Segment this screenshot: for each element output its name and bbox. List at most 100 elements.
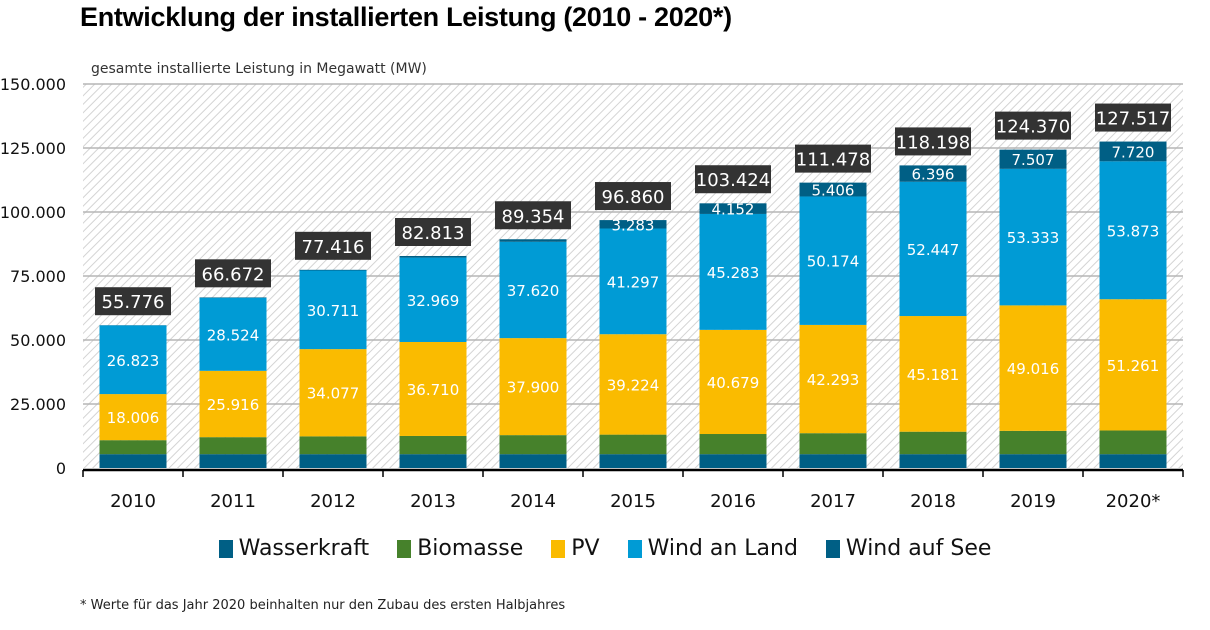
legend-swatch — [397, 539, 412, 558]
x-tick-label: 2010 — [110, 491, 156, 512]
x-tick-label: 2014 — [510, 491, 556, 512]
bar-segment-wind-auf-see — [299, 269, 367, 271]
legend-item-pv: PV — [551, 536, 600, 561]
legend-label: PV — [571, 536, 600, 561]
legend-label: Wind an Land — [647, 536, 798, 561]
bar-segment-pv — [799, 324, 867, 434]
total-label-box — [895, 127, 971, 156]
bar-segment-biomasse — [499, 435, 567, 455]
y-tick-label: 25.000 — [10, 395, 66, 414]
bar-segment-pv — [399, 341, 467, 436]
x-tick-label: 2019 — [1010, 491, 1056, 512]
bar-segment-wind-auf-see — [999, 149, 1067, 169]
total-label-box — [595, 182, 671, 211]
segment-value-label: 41.297 — [607, 273, 660, 291]
bar-segment-wind-an-land — [499, 241, 567, 339]
bar-segment-pv — [1099, 299, 1167, 431]
x-tick-label: 2016 — [710, 491, 756, 512]
segment-value-label: 3.283 — [612, 216, 655, 234]
bar-segment-wind-auf-see — [799, 182, 867, 197]
total-value-label: 77.416 — [302, 237, 365, 258]
segment-value-label: 37.900 — [507, 379, 560, 397]
bar-segment-wasserkraft — [599, 454, 667, 468]
bar-segment-wasserkraft — [799, 454, 867, 468]
segment-value-label: 7.507 — [1012, 151, 1055, 169]
segment-value-label: 49.016 — [1007, 360, 1060, 378]
segment-value-label: 50.174 — [807, 253, 860, 271]
segment-value-label: 18.006 — [107, 409, 160, 427]
y-axis-ticks: 0 25.000 50.000 75.000 100.000 125.000 150.000 — [0, 75, 66, 478]
segment-value-label: 45.181 — [907, 366, 960, 384]
total-label-box — [195, 259, 271, 288]
legend-item-wind-auf-see: Wind auf See — [825, 536, 991, 561]
segment-value-label: 37.620 — [507, 282, 560, 300]
bar-segment-wasserkraft — [199, 454, 267, 468]
bar-segment-biomasse — [799, 433, 867, 455]
total-value-label: 55.776 — [102, 292, 165, 313]
bar-segment-biomasse — [599, 434, 667, 455]
segment-value-label: 4.152 — [712, 201, 755, 219]
bar-segment-wind-an-land — [699, 213, 767, 330]
segment-value-label: 52.447 — [907, 241, 960, 259]
bar-segment-wasserkraft — [999, 454, 1067, 468]
x-tick-label: 2018 — [910, 491, 956, 512]
bar-segment-wind-an-land — [299, 270, 367, 350]
segment-value-label: 6.396 — [912, 166, 955, 184]
x-tick-label: 2013 — [410, 491, 456, 512]
total-value-label: 124.370 — [996, 117, 1070, 138]
segment-value-label: 40.679 — [707, 374, 760, 392]
bar-segment-biomasse — [199, 437, 267, 455]
legend-item-biomasse: Biomasse — [397, 536, 523, 561]
total-label-box — [995, 111, 1071, 140]
total-value-label: 66.672 — [202, 264, 265, 285]
y-axis-label: gesamte installierte Leistung in Megawat… — [91, 61, 427, 77]
x-tick-label: 2015 — [610, 491, 656, 512]
x-tick-label: 2020* — [1106, 491, 1161, 512]
total-value-label: 111.478 — [796, 150, 870, 171]
bar-segment-wind-an-land — [199, 297, 267, 371]
bar-segment-wasserkraft — [699, 454, 767, 468]
segment-value-label: 25.916 — [207, 396, 260, 414]
legend-swatch — [627, 539, 642, 558]
bar-segment-wasserkraft — [99, 454, 167, 468]
bar-segment-biomasse — [999, 430, 1067, 455]
total-value-label: 82.813 — [402, 223, 465, 244]
bar-segment-wasserkraft — [1099, 454, 1167, 468]
total-value-label: 118.198 — [896, 132, 970, 153]
bar-segment-biomasse — [99, 440, 167, 455]
bar-segment-wind-auf-see — [1099, 141, 1167, 162]
bar-segment-pv — [99, 394, 167, 441]
total-value-label: 103.424 — [696, 170, 770, 191]
bar-segment-biomasse — [399, 435, 467, 455]
bar-segment-pv — [499, 338, 567, 436]
total-value-label: 127.517 — [1096, 109, 1170, 130]
legend-label: Biomasse — [417, 536, 524, 561]
chart-title: Entwicklung der installierten Leistung (… — [80, 2, 732, 32]
segment-value-label: 42.293 — [807, 371, 860, 389]
segment-value-label: 32.969 — [407, 292, 460, 310]
bar-segment-pv — [199, 370, 267, 438]
legend-swatch — [218, 539, 233, 558]
segment-value-label: 51.261 — [1107, 357, 1160, 375]
bars: 18.006 26.823 55.776 25.916 28.524 66.672 34.0… — [95, 103, 1171, 468]
total-value-label: 89.354 — [502, 206, 565, 227]
bar-segment-wind-auf-see — [499, 239, 567, 242]
bar-segment-wind-an-land — [399, 257, 467, 342]
bar-segment-wasserkraft — [899, 454, 967, 468]
total-label-box — [95, 287, 171, 316]
segment-value-label: 53.333 — [1007, 229, 1060, 247]
segment-value-label: 53.873 — [1107, 222, 1160, 240]
legend-swatch — [551, 539, 566, 558]
legend: Wasserkraft Biomasse PV Wind an Land Wind au… — [0, 536, 1210, 561]
segment-value-label: 36.710 — [407, 381, 460, 399]
y-tick-label: 50.000 — [10, 331, 66, 350]
segment-value-label: 45.283 — [707, 264, 760, 282]
bar-segment-wind-auf-see — [699, 203, 767, 214]
legend-label: Wasserkraft — [238, 536, 370, 561]
x-tick-label: 2017 — [810, 491, 856, 512]
bar-segment-wasserkraft — [499, 454, 567, 468]
total-label-box — [295, 231, 371, 260]
legend-swatch — [825, 539, 840, 558]
segment-value-label: 28.524 — [207, 326, 260, 344]
